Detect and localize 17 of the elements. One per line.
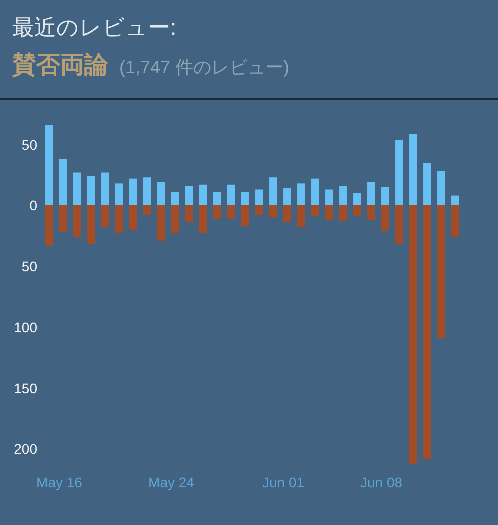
bar	[452, 196, 460, 206]
y-tick-label: 50	[22, 136, 38, 153]
bar	[438, 172, 446, 206]
text: (1,747 件のレビュー)	[120, 58, 290, 78]
y-tick-label: 100	[14, 319, 38, 336]
chart-title: 最近のレビュー:	[12, 15, 177, 40]
y-tick-label: 50	[22, 258, 38, 274]
y-tick-label: 200	[14, 441, 38, 458]
x-tick-label: Jun 01	[262, 474, 305, 490]
x-tick-label: Jun 08	[360, 474, 403, 490]
bar	[410, 134, 418, 206]
x-tick-label: May 16	[36, 474, 83, 490]
bar	[424, 163, 432, 206]
y-tick-label: 0	[30, 198, 38, 214]
chart-subtitle: 賛否両論	[12, 52, 110, 79]
y-tick-label: 150	[14, 380, 38, 396]
x-tick-label: May 24	[148, 474, 195, 490]
